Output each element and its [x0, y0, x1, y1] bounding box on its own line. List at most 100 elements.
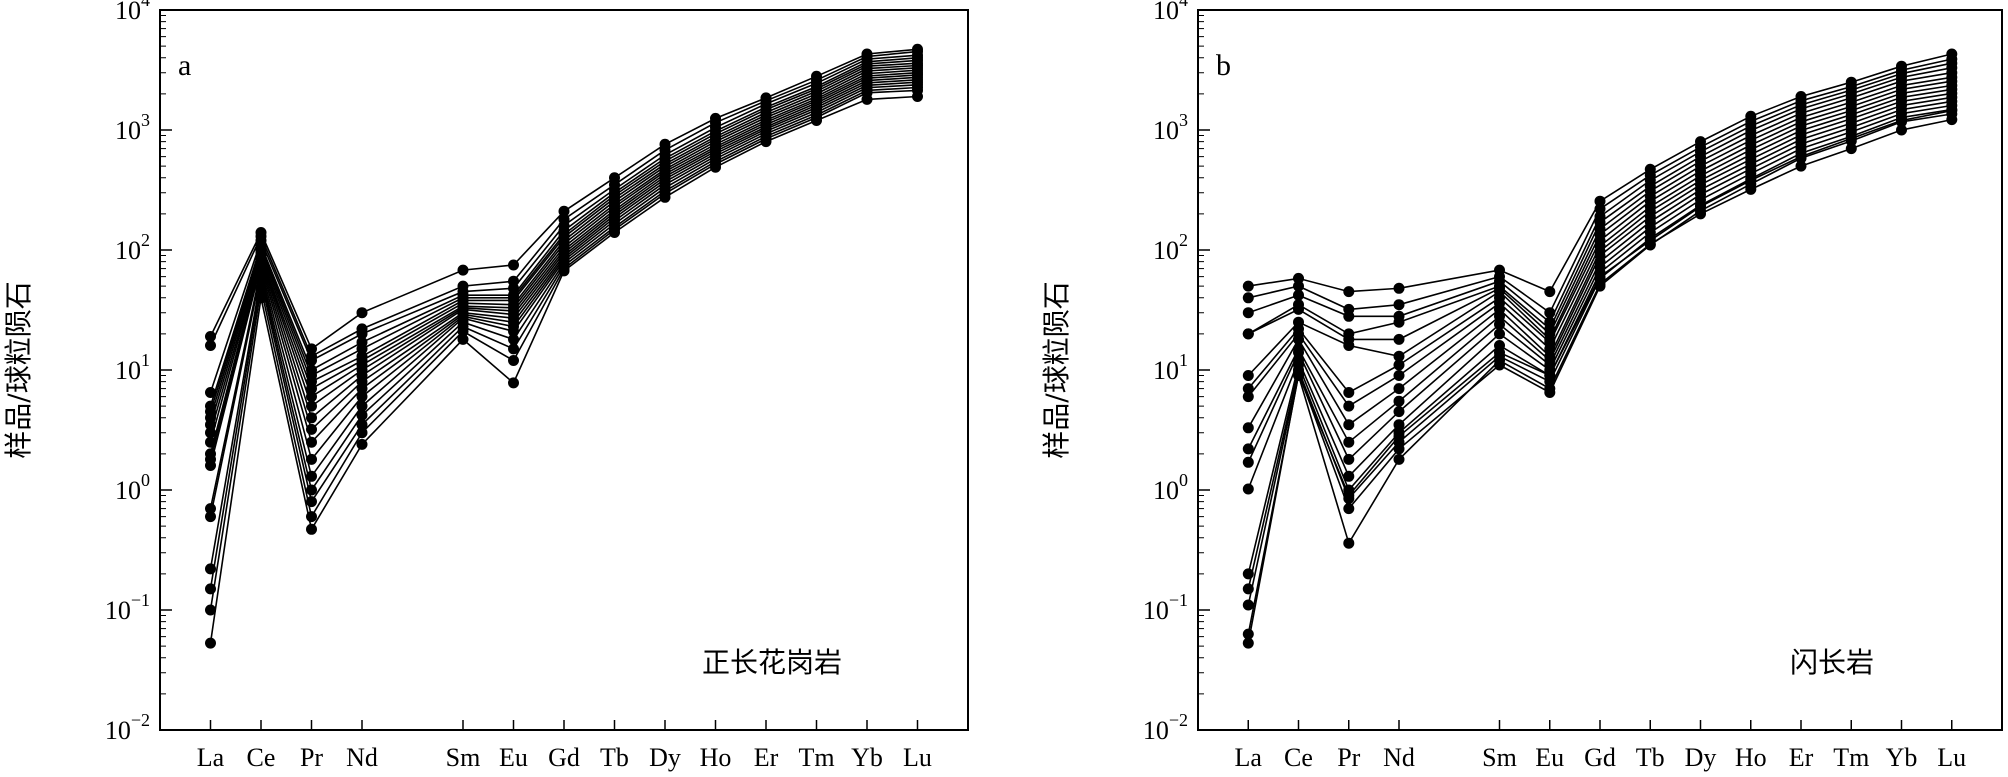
- data-point: [1946, 114, 1958, 126]
- data-point: [1242, 383, 1254, 395]
- data-point: [1494, 347, 1505, 358]
- data-point: [1343, 387, 1355, 398]
- data-point: [1293, 280, 1304, 292]
- data-point: [1242, 370, 1254, 381]
- data-point: [1293, 347, 1304, 358]
- series-line: [209, 64, 918, 425]
- series-line: [209, 95, 918, 644]
- data-point: [558, 265, 570, 277]
- data-point: [1494, 328, 1505, 340]
- x-tick-label-sm: Sm: [446, 743, 481, 772]
- data-point: [1393, 359, 1405, 371]
- series-line: [1247, 84, 1952, 408]
- data-point: [1393, 282, 1405, 294]
- x-tick-label-gd: Gd: [1584, 743, 1616, 772]
- data-point: [760, 136, 772, 148]
- data-point: [1845, 133, 1857, 144]
- data-point: [356, 328, 368, 340]
- data-point: [811, 115, 822, 126]
- y-tick-label: 10−2: [1143, 710, 1188, 745]
- series-line: [209, 57, 918, 407]
- data-point: [356, 409, 368, 421]
- data-point: [1795, 151, 1807, 163]
- x-tick-label-lu: Lu: [1937, 743, 1966, 772]
- y-tick-label: 103: [1153, 110, 1188, 145]
- plot-frame: [1197, 9, 2003, 731]
- data-point: [1343, 310, 1355, 322]
- x-tick-label-la: La: [197, 743, 225, 772]
- data-point: [1393, 316, 1405, 328]
- data-point: [1242, 443, 1254, 455]
- data-point: [609, 227, 620, 238]
- data-point: [1393, 383, 1405, 395]
- data-point: [1393, 370, 1405, 381]
- x-tick-label-nd: Nd: [1383, 743, 1415, 772]
- series-line: [1248, 53, 1952, 293]
- data-point: [1745, 183, 1757, 195]
- data-point: [1343, 503, 1355, 515]
- data-point: [508, 377, 519, 389]
- data-point: [205, 511, 216, 523]
- x-tick-label-yb: Yb: [1886, 743, 1918, 772]
- data-point: [457, 333, 469, 345]
- y-axis-title: 样品/球粒陨石: [2, 281, 35, 458]
- x-tick-label-ho: Ho: [700, 743, 732, 772]
- series-line: [209, 50, 918, 358]
- data-point: [1343, 436, 1355, 448]
- y-tick-label: 101: [1153, 350, 1188, 385]
- data-point: [356, 419, 368, 431]
- y-tick-label: 103: [115, 110, 150, 145]
- data-point: [457, 325, 469, 337]
- data-point: [710, 161, 721, 173]
- series-line: [209, 71, 918, 455]
- data-point: [356, 427, 368, 439]
- series-line: [209, 59, 918, 412]
- data-point: [306, 436, 317, 448]
- data-point: [1242, 292, 1254, 304]
- data-point: [508, 343, 519, 355]
- x-tick-label-gd: Gd: [548, 743, 580, 772]
- data-point: [356, 391, 368, 403]
- data-point: [1896, 115, 1907, 126]
- data-point: [356, 400, 368, 412]
- data-point: [1242, 637, 1254, 649]
- data-point: [1393, 453, 1405, 465]
- data-point: [1896, 124, 1907, 136]
- data-point: [1745, 174, 1757, 186]
- data-point: [861, 93, 873, 105]
- data-point: [1293, 303, 1304, 315]
- series-line: [209, 86, 918, 590]
- x-tick-label-nd: Nd: [346, 743, 378, 772]
- data-point: [306, 523, 317, 535]
- data-point: [1242, 307, 1254, 319]
- data-point: [508, 259, 519, 271]
- data-point: [356, 438, 368, 450]
- series-15: [1242, 108, 1958, 611]
- data-point: [1242, 280, 1254, 292]
- y-tick-label: 10−1: [1143, 590, 1188, 625]
- series-line: [1247, 92, 1952, 450]
- x-tick-label-dy: Dy: [649, 743, 681, 772]
- series-line: [1247, 100, 1952, 490]
- data-point: [356, 383, 368, 395]
- panel-letter: b: [1216, 49, 1231, 82]
- data-point: [1494, 318, 1505, 330]
- series-line: [1247, 96, 1952, 463]
- y-tick-label: 104: [115, 0, 150, 25]
- data-point: [1343, 419, 1355, 431]
- data-point: [1343, 286, 1355, 298]
- x-tick-label-pr: Pr: [300, 743, 323, 772]
- data-point: [508, 333, 519, 345]
- data-point: [1393, 406, 1405, 418]
- series-line: [1247, 76, 1952, 377]
- y-tick-label: 101: [115, 350, 150, 385]
- y-tick-label: 102: [115, 230, 150, 265]
- x-tick-label-la: La: [1235, 743, 1263, 772]
- series-line: [1248, 62, 1952, 324]
- data-point: [1242, 456, 1254, 468]
- x-tick-label-er: Er: [1789, 743, 1814, 772]
- series-line: [209, 67, 918, 433]
- data-point: [1242, 599, 1254, 611]
- y-axis-title: 样品/球粒陨石: [1040, 281, 1073, 458]
